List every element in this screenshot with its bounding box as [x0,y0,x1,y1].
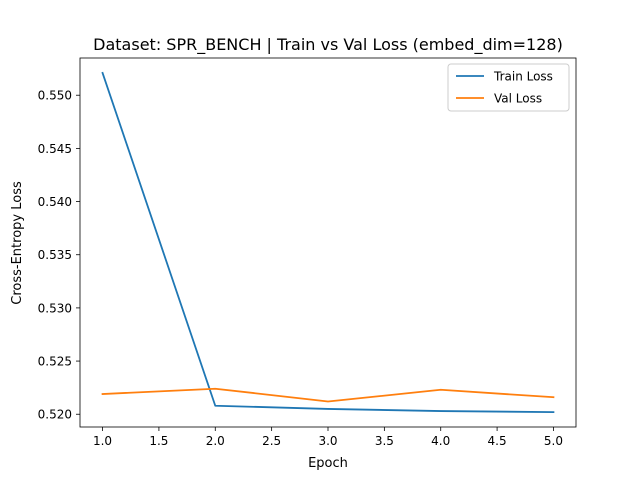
legend: Train Loss Val Loss [448,64,569,111]
y-tick-label: 0.540 [38,195,72,209]
x-tick-label: 4.0 [431,434,450,448]
x-tick-label: 1.5 [149,434,168,448]
y-tick-label: 0.530 [38,301,72,315]
chart-title: Dataset: SPR_BENCH | Train vs Val Loss (… [93,35,563,55]
legend-label: Val Loss [494,92,542,106]
y-tick-label: 0.520 [38,408,72,422]
x-tick-label: 2.0 [206,434,225,448]
x-tick-label: 5.0 [544,434,563,448]
y-tick-label: 0.525 [38,355,72,369]
x-tick-label: 4.5 [488,434,507,448]
y-tick-label: 0.550 [38,89,72,103]
x-tick-label: 1.0 [93,434,112,448]
y-tick-label: 0.545 [38,142,72,156]
legend-label: Train Loss [493,70,553,84]
y-axis-label: Cross-Entropy Loss [10,181,25,305]
x-tick-label: 3.5 [375,434,394,448]
x-tick-label: 3.0 [318,434,337,448]
x-tick-label: 2.5 [262,434,281,448]
x-axis-label: Epoch [308,456,348,471]
y-tick-label: 0.535 [38,248,72,262]
